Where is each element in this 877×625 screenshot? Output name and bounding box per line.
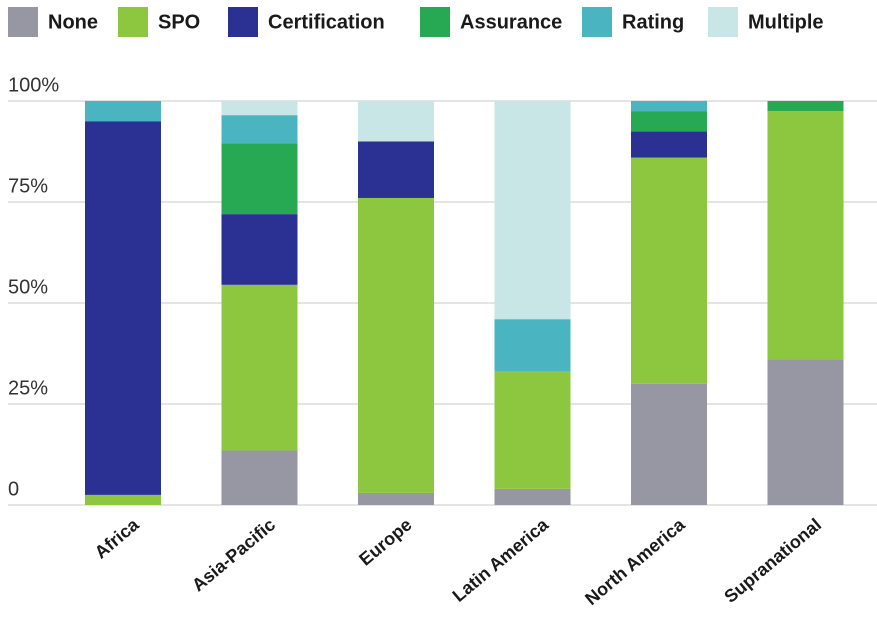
bar-segment (767, 111, 844, 360)
legend-swatch (420, 7, 450, 37)
legend-label: Certification (268, 11, 385, 33)
bar-segment (358, 101, 434, 142)
bar-segment (631, 157, 707, 384)
y-tick-label: 25% (8, 377, 48, 399)
y-tick-label: 0 (8, 478, 19, 500)
legend-label: Assurance (460, 11, 562, 33)
bar-segment (85, 494, 161, 505)
y-tick-label: 100% (8, 74, 59, 96)
bar-segment (631, 383, 707, 505)
legend-label: Rating (622, 11, 684, 33)
bar-segment (494, 319, 571, 372)
bar-segment (358, 197, 434, 493)
x-tick-label: Africa (91, 514, 144, 563)
bar-segment (494, 101, 571, 320)
legend-swatch (228, 7, 258, 37)
bar-segment (85, 121, 161, 495)
bar-segment (767, 101, 844, 112)
x-tick-label: Supranational (720, 514, 825, 606)
x-tick-label: Asia-Pacific (188, 514, 279, 595)
bar-segment (631, 131, 707, 158)
legend-label: SPO (158, 11, 200, 33)
legend-swatch (8, 7, 38, 37)
x-tick-label: North America (581, 514, 689, 609)
bar-segment (358, 492, 434, 505)
legend-swatch (582, 7, 612, 37)
bar-segment (85, 101, 161, 122)
legend-swatch (118, 7, 148, 37)
bar-segment (221, 214, 298, 285)
bar-segment (221, 284, 298, 451)
bar-segment (631, 101, 707, 112)
bar-segment (221, 143, 298, 215)
x-tick-label: Europe (355, 514, 415, 569)
y-tick-label: 50% (8, 276, 48, 298)
bar-segment (494, 371, 571, 489)
bar-segment (358, 141, 434, 198)
bar-segment (631, 111, 707, 132)
bar-segment (221, 101, 298, 116)
legend-swatch (708, 7, 738, 37)
bar-segment (494, 488, 571, 505)
legend-label: None (48, 11, 98, 33)
y-tick-label: 75% (8, 175, 48, 197)
bar-segment (221, 115, 298, 144)
legend-label: Multiple (748, 11, 824, 33)
bar-segment (221, 450, 298, 505)
x-tick-label: Latin America (449, 514, 553, 606)
bar-segment (767, 359, 844, 505)
